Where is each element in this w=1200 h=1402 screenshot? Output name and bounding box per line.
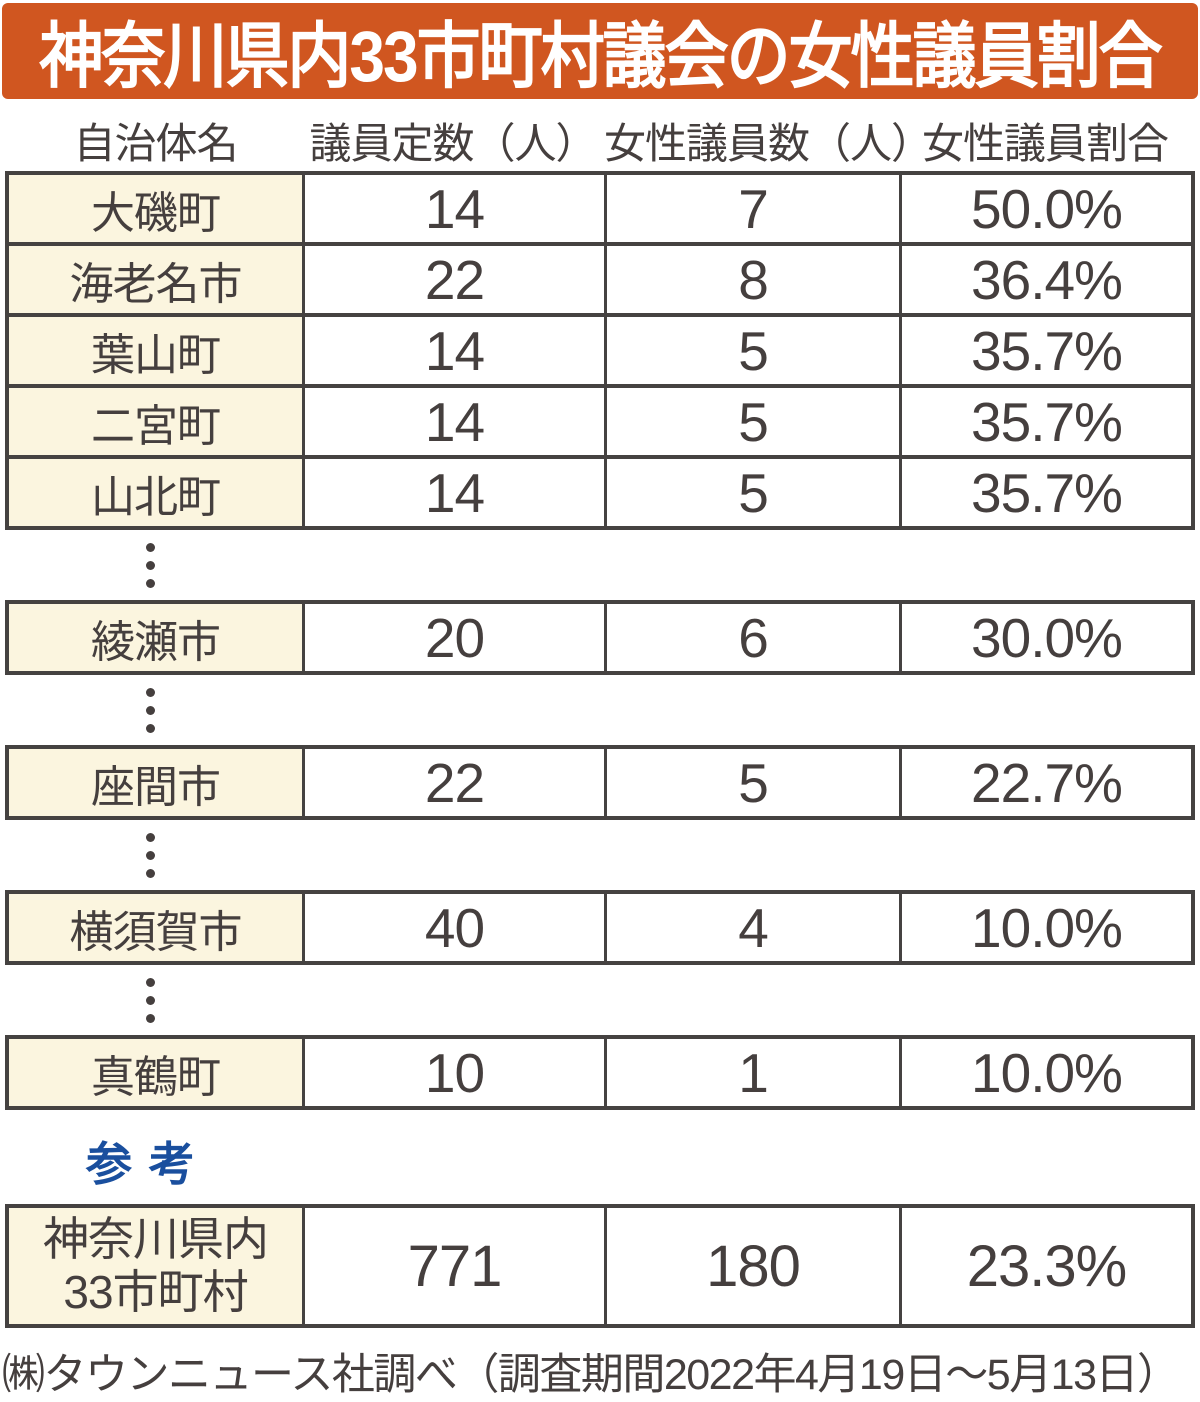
municipality-name: 二宮町 xyxy=(9,388,302,455)
table-row: 海老名市 22 8 36.4% xyxy=(9,242,1191,313)
column-header-municipality: 自治体名 xyxy=(73,119,238,167)
women-value: 8 xyxy=(604,246,899,313)
summary-row: 神奈川県内 33市町村 771 180 23.3% xyxy=(9,1208,1191,1324)
ratio-value: 35.7% xyxy=(899,459,1191,526)
ellipsis-dot xyxy=(146,832,155,842)
source-note: ㈱タウンニュース社調べ（調査期間2022年4月19日～5月13日） xyxy=(2,1351,1180,1399)
seats-value: 14 xyxy=(302,459,604,526)
table-group-ayase: 綾瀬市 20 6 30.0% xyxy=(5,600,1195,675)
summary-label-line1: 神奈川県内 xyxy=(43,1212,269,1265)
ellipsis-dot xyxy=(146,995,155,1005)
page-title: 神奈川県内33市町村議会の女性議員割合 xyxy=(39,16,1162,97)
omitted-rows-ellipsis xyxy=(0,675,1200,745)
ellipsis-dot xyxy=(146,850,155,860)
reference-label: 参 考 xyxy=(86,1138,197,1190)
ellipsis-dot xyxy=(146,560,155,570)
ratio-value: 22.7% xyxy=(899,749,1191,816)
women-value: 5 xyxy=(604,459,899,526)
municipality-name: 大磯町 xyxy=(9,175,302,242)
seats-value: 14 xyxy=(302,175,604,242)
municipality-name: 綾瀬市 xyxy=(9,604,302,671)
title-banner: 神奈川県内33市町村議会の女性議員割合 xyxy=(2,3,1198,99)
seats-value: 22 xyxy=(302,246,604,313)
ellipsis-dot xyxy=(146,868,155,878)
summary-seats-value: 771 xyxy=(302,1208,604,1324)
municipality-name: 真鶴町 xyxy=(9,1039,302,1106)
ellipsis-dot xyxy=(146,687,155,697)
table-row: 綾瀬市 20 6 30.0% xyxy=(9,604,1191,671)
table-group-zama: 座間市 22 5 22.7% xyxy=(5,745,1195,820)
women-value: 4 xyxy=(604,894,899,961)
seats-value: 10 xyxy=(302,1039,604,1106)
column-header-women: 女性議員数（人） xyxy=(604,119,933,167)
table-row: 二宮町 14 5 35.7% xyxy=(9,384,1191,455)
column-header-row: 自治体名 議員定数（人） 女性議員数（人） 女性議員割合 xyxy=(5,109,1195,171)
summary-table: 神奈川県内 33市町村 771 180 23.3% xyxy=(5,1204,1195,1328)
women-value: 5 xyxy=(604,388,899,455)
ratio-value: 35.7% xyxy=(899,317,1191,384)
seats-value: 14 xyxy=(302,317,604,384)
municipality-name: 座間市 xyxy=(9,749,302,816)
table-group-manazuru: 真鶴町 10 1 10.0% xyxy=(5,1035,1195,1110)
women-value: 5 xyxy=(604,749,899,816)
ratio-value: 30.0% xyxy=(899,604,1191,671)
table-row: 葉山町 14 5 35.7% xyxy=(9,313,1191,384)
ratio-value: 36.4% xyxy=(899,246,1191,313)
women-value: 7 xyxy=(604,175,899,242)
summary-ratio-value: 23.3% xyxy=(899,1208,1191,1324)
ellipsis-dot xyxy=(146,578,155,588)
municipality-name: 山北町 xyxy=(9,459,302,526)
table-group-yokosuka: 横須賀市 40 4 10.0% xyxy=(5,890,1195,965)
summary-label-line2: 33市町村 xyxy=(63,1266,248,1318)
summary-women-value: 180 xyxy=(604,1208,899,1324)
omitted-rows-ellipsis xyxy=(0,530,1200,600)
infographic-page: 神奈川県内33市町村議会の女性議員割合 自治体名 議員定数（人） 女性議員数（人… xyxy=(0,3,1200,1399)
seats-value: 20 xyxy=(302,604,604,671)
table-row: 山北町 14 5 35.7% xyxy=(9,455,1191,526)
ellipsis-dot xyxy=(146,977,155,987)
column-header-ratio: 女性議員割合 xyxy=(921,119,1169,167)
seats-value: 14 xyxy=(302,388,604,455)
table-row: 横須賀市 40 4 10.0% xyxy=(9,894,1191,961)
ratio-value: 10.0% xyxy=(899,1039,1191,1106)
table-row: 真鶴町 10 1 10.0% xyxy=(9,1039,1191,1106)
women-value: 5 xyxy=(604,317,899,384)
table-group-top: 大磯町 14 7 50.0% 海老名市 22 8 36.4% 葉山町 14 5 … xyxy=(5,171,1195,530)
seats-value: 22 xyxy=(302,749,604,816)
women-value: 1 xyxy=(604,1039,899,1106)
table-row: 座間市 22 5 22.7% xyxy=(9,749,1191,816)
ratio-value: 35.7% xyxy=(899,388,1191,455)
summary-label: 神奈川県内 33市町村 xyxy=(9,1208,302,1324)
municipality-name: 葉山町 xyxy=(9,317,302,384)
ellipsis-dot xyxy=(146,1013,155,1023)
omitted-rows-ellipsis xyxy=(0,965,1200,1035)
ratio-value: 50.0% xyxy=(899,175,1191,242)
table-row: 大磯町 14 7 50.0% xyxy=(9,175,1191,242)
municipality-name: 横須賀市 xyxy=(9,894,302,961)
omitted-rows-ellipsis xyxy=(0,820,1200,890)
ellipsis-dot xyxy=(146,542,155,552)
ellipsis-dot xyxy=(146,723,155,733)
column-header-seats: 議員定数（人） xyxy=(309,119,597,167)
ellipsis-dot xyxy=(146,705,155,715)
seats-value: 40 xyxy=(302,894,604,961)
women-value: 6 xyxy=(604,604,899,671)
ratio-value: 10.0% xyxy=(899,894,1191,961)
municipality-name: 海老名市 xyxy=(9,246,302,313)
